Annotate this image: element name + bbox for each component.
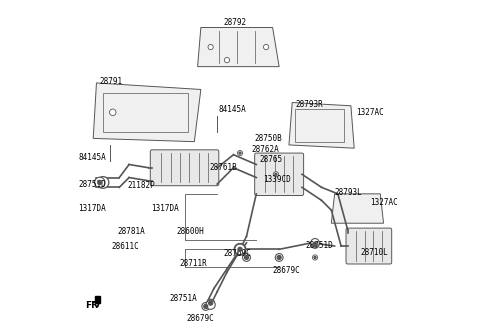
Polygon shape xyxy=(93,83,201,142)
Circle shape xyxy=(239,152,241,154)
Circle shape xyxy=(312,255,318,260)
Circle shape xyxy=(311,240,319,248)
Circle shape xyxy=(313,242,317,246)
Text: 28792: 28792 xyxy=(224,18,247,27)
Circle shape xyxy=(242,254,251,261)
Text: 28793L: 28793L xyxy=(335,188,362,197)
Circle shape xyxy=(235,244,245,255)
Text: 28710L: 28710L xyxy=(360,248,388,257)
Text: 28751A: 28751A xyxy=(170,294,198,303)
Bar xyxy=(103,93,188,132)
Text: 28750B: 28750B xyxy=(255,134,282,143)
Circle shape xyxy=(208,44,213,50)
Circle shape xyxy=(109,109,116,115)
Circle shape xyxy=(264,44,269,50)
Circle shape xyxy=(95,177,105,188)
Circle shape xyxy=(234,243,246,255)
Circle shape xyxy=(204,304,208,308)
FancyBboxPatch shape xyxy=(150,150,219,186)
Circle shape xyxy=(206,300,215,309)
Bar xyxy=(296,109,344,142)
Text: 1327AC: 1327AC xyxy=(371,197,398,207)
Polygon shape xyxy=(331,194,384,223)
Polygon shape xyxy=(198,28,279,67)
Text: FR: FR xyxy=(85,301,98,310)
Circle shape xyxy=(277,256,281,260)
Text: 28611C: 28611C xyxy=(111,241,139,251)
Bar xyxy=(95,296,100,303)
Circle shape xyxy=(209,301,213,305)
Text: 21182P: 21182P xyxy=(128,181,155,190)
Circle shape xyxy=(207,299,215,307)
Circle shape xyxy=(238,247,242,251)
Circle shape xyxy=(238,150,242,156)
FancyBboxPatch shape xyxy=(346,228,392,264)
Circle shape xyxy=(273,172,278,177)
Text: 28793R: 28793R xyxy=(296,100,323,109)
Circle shape xyxy=(224,58,229,63)
Text: 28679C: 28679C xyxy=(186,314,214,323)
Circle shape xyxy=(202,302,210,310)
Circle shape xyxy=(245,256,249,260)
Circle shape xyxy=(236,245,244,253)
Text: 1339CD: 1339CD xyxy=(263,175,290,184)
Text: 28791: 28791 xyxy=(100,77,123,86)
Circle shape xyxy=(275,173,277,175)
Circle shape xyxy=(275,254,283,261)
Text: 28761B: 28761B xyxy=(209,163,237,172)
Text: 28781A: 28781A xyxy=(118,227,145,236)
Text: 28765: 28765 xyxy=(260,155,283,164)
Text: 28679C: 28679C xyxy=(273,266,300,275)
Text: 28711R: 28711R xyxy=(180,259,207,267)
Text: 1327AC: 1327AC xyxy=(356,108,384,117)
Text: 28751D: 28751D xyxy=(79,180,106,189)
Text: 28762A: 28762A xyxy=(252,145,279,154)
Circle shape xyxy=(96,179,104,186)
Circle shape xyxy=(98,181,102,184)
Text: 1317DA: 1317DA xyxy=(151,204,179,213)
Circle shape xyxy=(97,177,109,188)
Text: 28751D: 28751D xyxy=(305,241,333,250)
Circle shape xyxy=(311,239,319,247)
Text: 84145A: 84145A xyxy=(219,105,247,114)
Circle shape xyxy=(314,257,316,259)
FancyBboxPatch shape xyxy=(255,153,304,195)
Text: 28600H: 28600H xyxy=(176,227,204,236)
Text: 84145A: 84145A xyxy=(79,153,106,163)
Polygon shape xyxy=(289,103,354,148)
Text: 1317DA: 1317DA xyxy=(79,204,106,213)
Text: 28769C: 28769C xyxy=(223,249,251,258)
